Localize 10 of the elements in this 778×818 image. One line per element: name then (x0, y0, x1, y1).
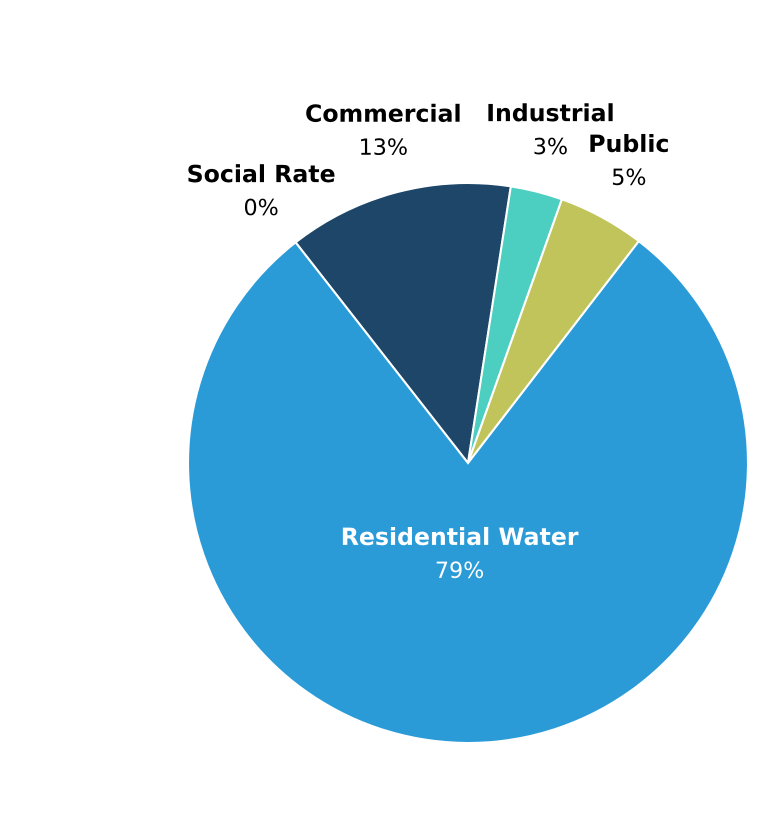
category-label: Social Rate (188, 164, 334, 182)
data-label: 79% (436, 561, 484, 578)
slice-label: Public (590, 134, 668, 152)
slice-label: Industrial (488, 103, 613, 122)
slice-label: Commercial (306, 104, 460, 122)
text: 0% (244, 198, 278, 216)
slice-label: Residential Water (342, 526, 578, 546)
data-label: 13% (361, 138, 407, 156)
data-label: 5% (612, 168, 646, 186)
data-label: 3% (534, 138, 567, 154)
